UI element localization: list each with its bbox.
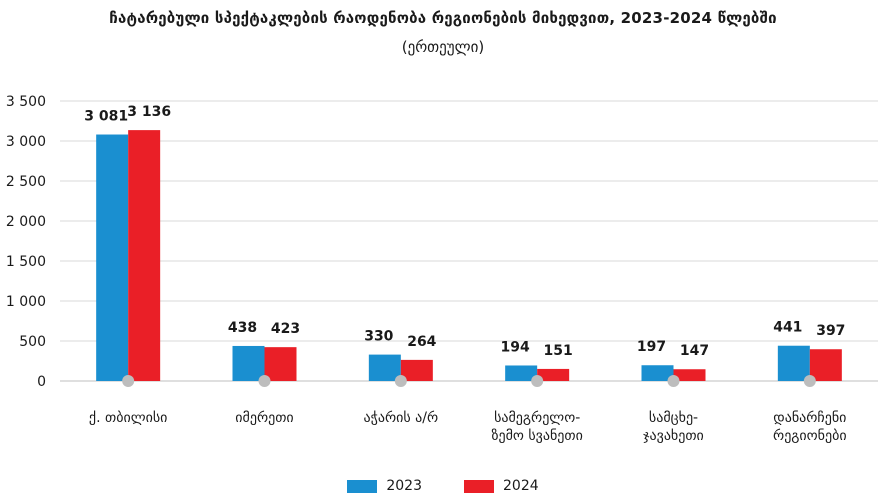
bar-2024-3 [537,368,570,381]
bar-2024-0 [128,130,161,381]
data-label-2023-1: 438 [228,320,257,336]
category-marker [394,375,407,387]
chart-subtitle: (ერთეული) [401,38,485,56]
legend-label-2024: 2024 [503,478,539,494]
data-label-2024-0: 3 136 [127,104,171,120]
bar-2023-0 [96,134,129,381]
category-label-line: იმერეთი [235,409,293,426]
data-label-2023-2: 330 [364,329,393,345]
bar-2023-5 [777,345,810,381]
legend-item-2023: 2023 [347,478,422,494]
legend-item-2024: 2024 [464,478,539,494]
category-label: ქ. თბილისი [89,410,168,426]
bar-2023-3 [505,365,538,381]
data-label-2023-5: 441 [773,320,802,336]
category-label-line: ზემო სვანეთი [491,428,582,444]
x-axis: ქ. თბილისი იმერეთი აჭარის ა/რ სამეგრელო-ზემ… [89,375,847,444]
data-label-2024-5: 397 [816,323,845,339]
data-label-2024-1: 423 [271,321,300,337]
category-label-line: ქ. თბილისი [89,410,168,426]
y-tick-label: 1 500 [6,254,46,270]
category-marker [122,375,135,387]
bar-2024-2 [400,359,433,381]
category-label-line: დანარჩენი [773,409,846,426]
legend-label-2023: 2023 [386,478,422,494]
category-marker [667,375,680,387]
chart-title: ჩატარებული სპექტაკლების რაოდენობა რეგიონ… [109,9,777,27]
bar-2024-1 [264,347,297,381]
data-label-2024-2: 264 [407,334,436,350]
legend-swatch-2023 [347,479,378,493]
y-tick-label: 3 500 [6,94,46,110]
category-label: სამეგრელო-ზემო სვანეთი [491,409,582,444]
category-label: იმერეთი [235,409,293,426]
category-label-line: სამცხე- [649,410,698,426]
category-marker [803,375,816,387]
data-label-2023-4: 197 [637,339,666,355]
category-label-line: რეგიონები [773,427,847,444]
data-label-2024-4: 147 [680,343,709,359]
category-label: აჭარის ა/რ [364,409,439,426]
grid-lines [60,100,878,382]
category-label: სამცხე-ჯავახეთი [643,410,704,444]
legend: 2023 2024 [0,478,886,494]
data-label-2023-3: 194 [501,339,530,355]
data-labels: 3 081 3 136 438 423 330 264 194 151 197 147 441 397 [84,104,845,359]
legend-swatch-2024 [464,479,494,493]
y-axis: 0 500 1 000 1 500 2 000 2 500 3 000 3 500 [6,94,46,390]
y-tick-label: 500 [19,334,46,350]
bar-2024-5 [809,349,842,381]
bar-chart: 0 500 1 000 1 500 2 000 2 500 3 000 3 500 3 081… [6,94,878,444]
category-marker [531,375,544,387]
bar-2024-4 [673,369,706,381]
category-label: დანარჩენი რეგიონები [773,409,847,444]
bar-2023-2 [368,354,401,381]
y-tick-label: 2 000 [6,214,46,230]
bar-2023-4 [641,365,674,381]
category-label-line: აჭარის ა/რ [364,409,439,426]
data-label-2023-0: 3 081 [84,109,128,125]
y-tick-label: 3 000 [6,134,46,150]
bar-series [96,130,842,381]
bar-2023-1 [232,345,265,381]
category-marker [258,375,271,387]
y-tick-label: 0 [37,374,46,390]
y-tick-label: 1 000 [6,294,46,310]
category-label-line: სამეგრელო- [494,409,580,426]
y-tick-label: 2 500 [6,174,46,190]
category-label-line: ჯავახეთი [643,428,704,444]
data-label-2024-3: 151 [544,343,573,359]
